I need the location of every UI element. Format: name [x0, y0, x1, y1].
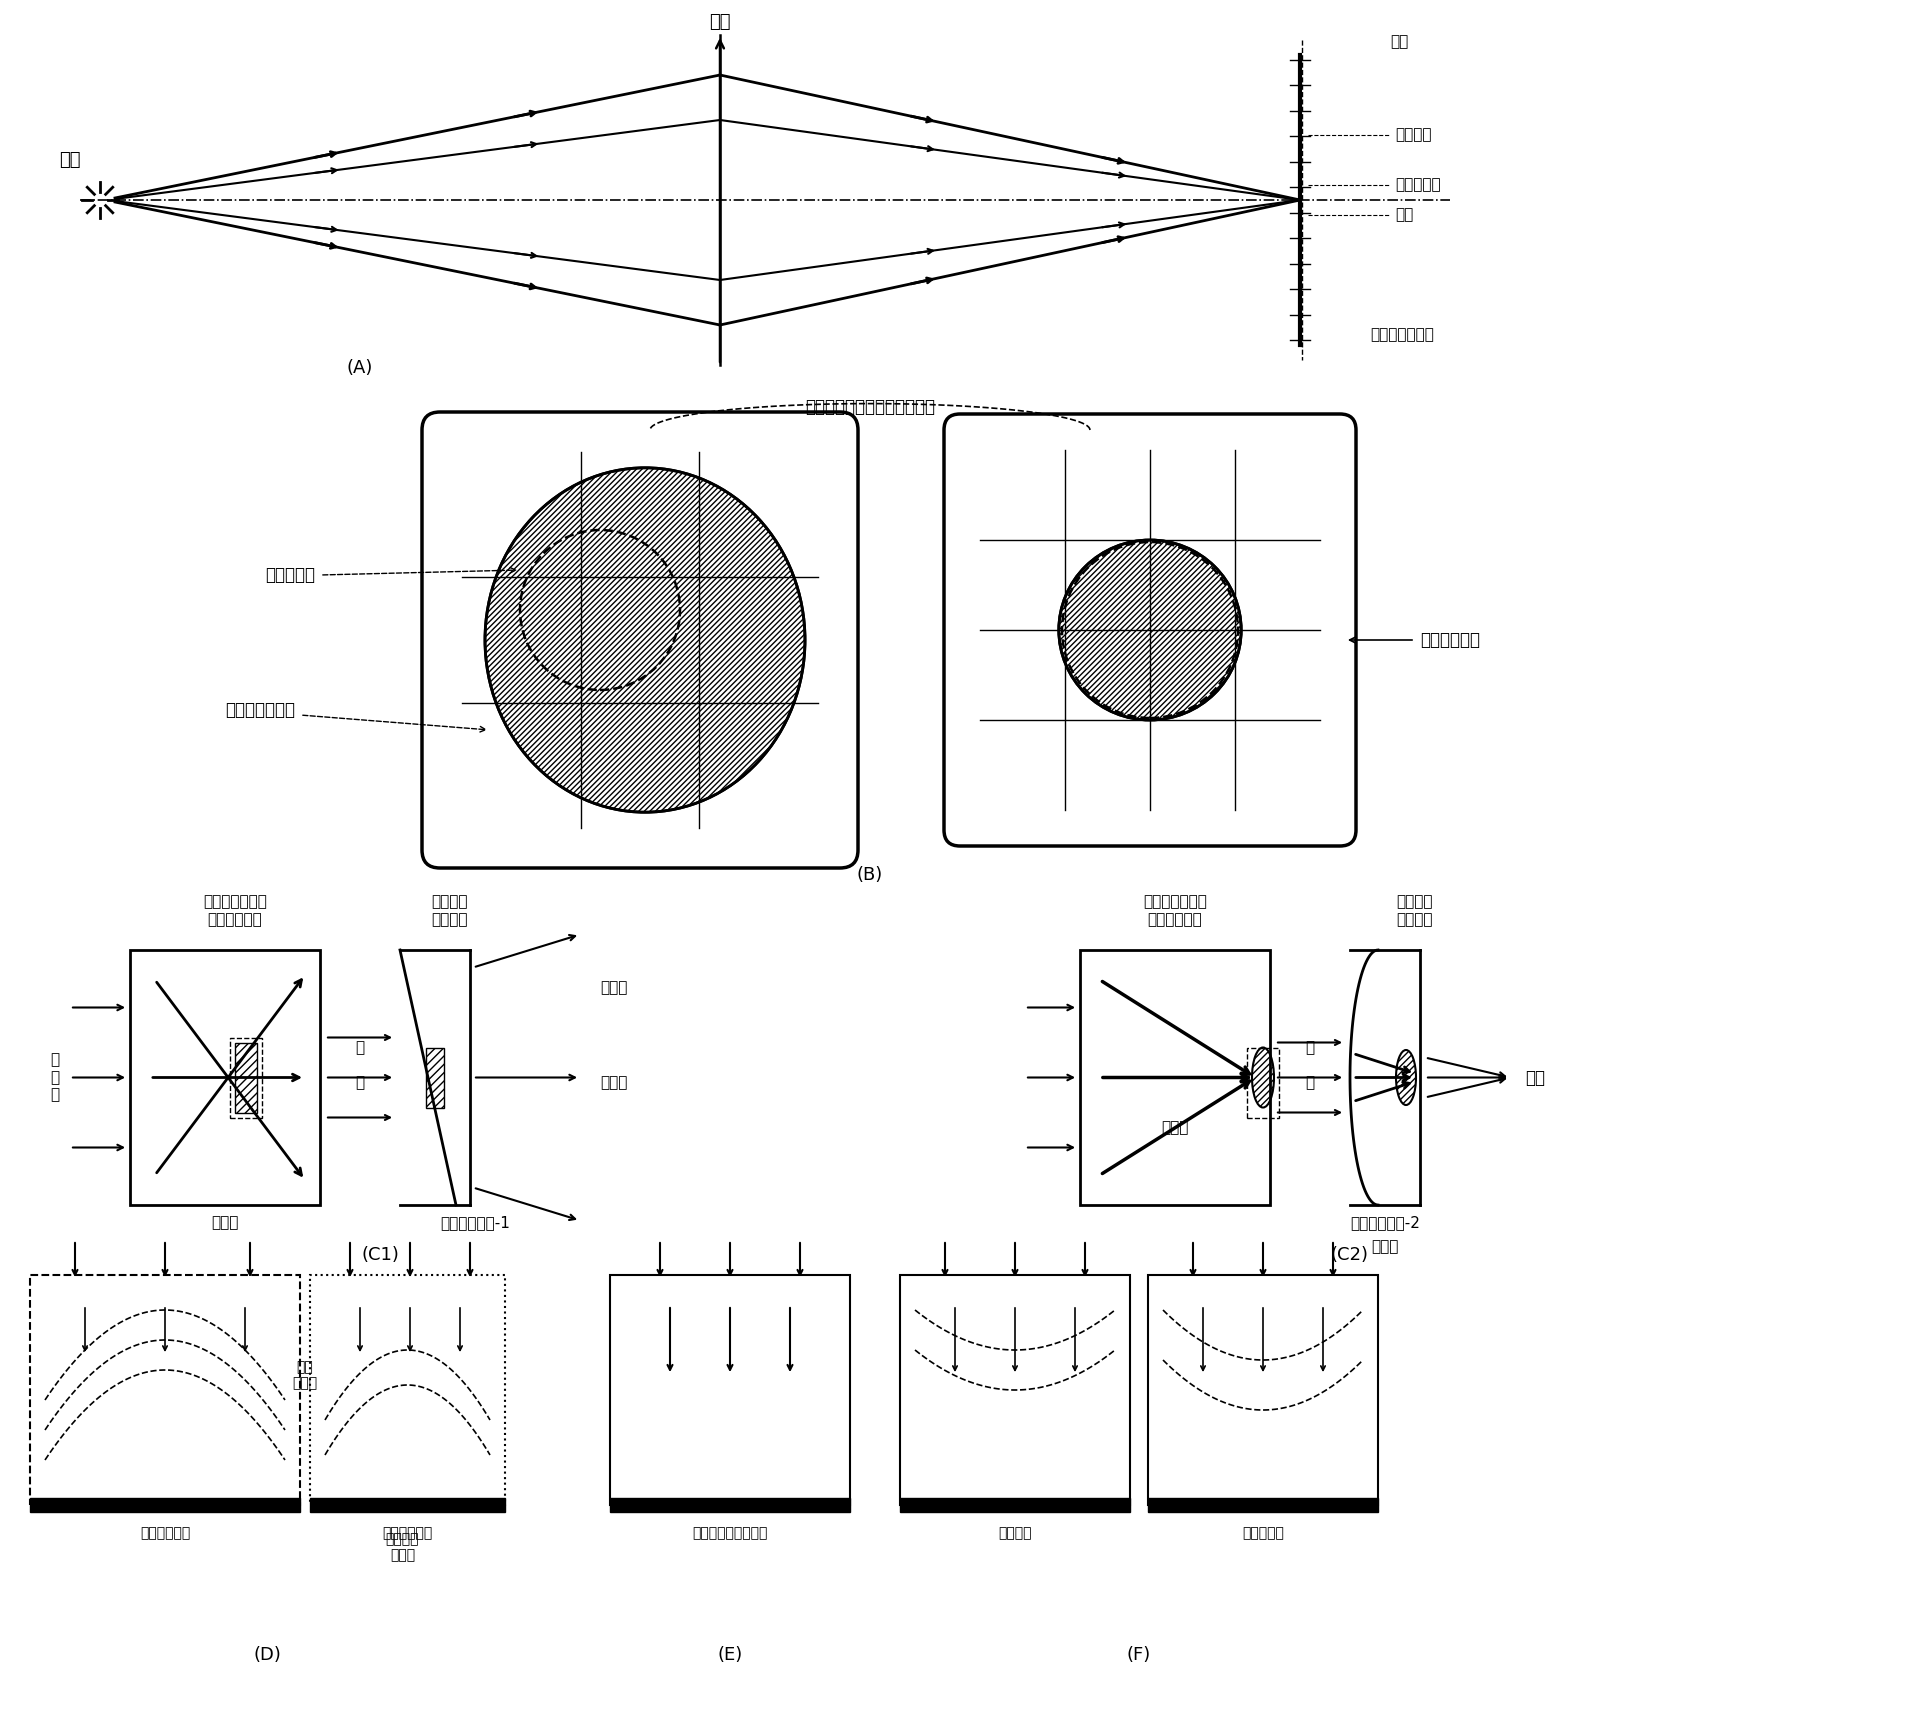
Text: 发散光场: 发散光场: [1396, 127, 1432, 142]
Bar: [130, 950, 319, 1205]
Bar: [1080, 950, 1270, 1205]
Text: 极弱光聚焦: 极弱光聚焦: [1243, 1525, 1285, 1541]
Text: 等效电控状态-2: 等效电控状态-2: [1350, 1216, 1421, 1231]
FancyBboxPatch shape: [945, 414, 1356, 846]
Text: 入
射
光: 入 射 光: [50, 1053, 59, 1103]
Text: 射微透镜: 射微透镜: [1398, 912, 1434, 928]
Text: (E): (E): [717, 1645, 742, 1664]
Text: 射微透镜: 射微透镜: [432, 912, 468, 928]
Text: 光汇聚: 光汇聚: [1371, 1239, 1400, 1255]
Text: 光饱和和
探测元: 光饱和和 探测元: [386, 1532, 419, 1561]
Bar: [1147, 1275, 1379, 1505]
Ellipse shape: [1059, 539, 1241, 721]
Text: (A): (A): [346, 360, 373, 377]
Text: (C2): (C2): [1331, 1246, 1369, 1263]
Text: 焦斌: 焦斌: [1396, 207, 1413, 223]
Text: 典型汇聚光斌: 典型汇聚光斌: [1421, 632, 1480, 649]
Bar: [235, 1043, 256, 1113]
Text: 单元凹折: 单元凹折: [432, 894, 468, 909]
Text: 亮斌: 亮斌: [1526, 1068, 1545, 1087]
Text: 等

效: 等 效: [356, 1041, 365, 1091]
Text: (B): (B): [857, 866, 883, 883]
Text: 小尺寸漏光区: 小尺寸漏光区: [382, 1525, 432, 1541]
Text: 目标: 目标: [59, 151, 80, 169]
Text: 焦面: 焦面: [1390, 34, 1409, 50]
Bar: [610, 1275, 851, 1505]
Ellipse shape: [486, 467, 805, 811]
Text: 单元凸折: 单元凸折: [1398, 894, 1434, 909]
Text: (D): (D): [254, 1645, 281, 1664]
Text: 单元电控双模平: 单元电控双模平: [1143, 894, 1206, 909]
Bar: [229, 1037, 262, 1118]
Text: 等

效: 等 效: [1306, 1041, 1315, 1091]
Text: 光发散: 光发散: [600, 979, 627, 995]
Text: 单元电控双模平面液晶微透镜: 单元电控双模平面液晶微透镜: [805, 397, 935, 416]
Text: (C1): (C1): [361, 1246, 400, 1263]
Bar: [310, 1275, 505, 1505]
Bar: [1247, 1048, 1279, 1118]
Bar: [901, 1498, 1130, 1512]
FancyBboxPatch shape: [423, 413, 858, 868]
Text: 面液晶微透镜: 面液晶微透镜: [208, 912, 262, 928]
Text: 大尺寸漏光区: 大尺寸漏光区: [140, 1525, 189, 1541]
Bar: [610, 1498, 851, 1512]
Bar: [426, 1048, 444, 1108]
Bar: [1147, 1498, 1379, 1512]
Text: 主镜: 主镜: [709, 14, 730, 31]
Text: 面液晶微透镜: 面液晶微透镜: [1147, 912, 1203, 928]
Bar: [310, 1498, 505, 1512]
Text: 弱光汇聚: 弱光汇聚: [998, 1525, 1032, 1541]
Text: 光汇聚: 光汇聚: [1161, 1120, 1189, 1135]
Text: 等效电控状态-1: 等效电控状态-1: [440, 1216, 511, 1231]
Text: 漏光场: 漏光场: [600, 1075, 627, 1091]
Text: (F): (F): [1126, 1645, 1151, 1664]
Text: 单元光敏元阵列: 单元光敏元阵列: [1371, 327, 1434, 342]
Bar: [31, 1498, 300, 1512]
Text: 典型漏光区: 典型漏光区: [266, 567, 315, 584]
Bar: [31, 1275, 300, 1505]
Text: 典型强光发散区: 典型强光发散区: [226, 700, 294, 719]
Text: 单元电控双模平: 单元电控双模平: [203, 894, 268, 909]
Bar: [901, 1275, 1130, 1505]
Text: 弱光汇聚斌: 弱光汇聚斌: [1396, 178, 1440, 192]
Text: 光发散: 光发散: [212, 1216, 239, 1231]
Text: 不需调变的常规状态: 不需调变的常规状态: [692, 1525, 769, 1541]
Text: 强光
发散区: 强光 发散区: [293, 1359, 317, 1390]
